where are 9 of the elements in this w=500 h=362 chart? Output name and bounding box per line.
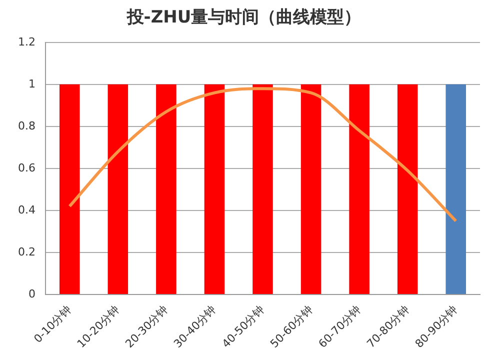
y-tick-label: 0	[28, 287, 36, 300]
y-tick-label: 0.2	[18, 245, 36, 258]
y-tick-label: 1	[28, 77, 36, 90]
y-tick-label: 1.2	[18, 35, 36, 48]
y-tick-label: 0.6	[18, 161, 36, 174]
y-tick-label: 0.8	[18, 119, 36, 132]
line-series	[68, 87, 458, 222]
y-tick-label: 0.4	[18, 203, 36, 216]
chart-title: 投-ZHU量与时间（曲线模型）	[126, 8, 362, 28]
